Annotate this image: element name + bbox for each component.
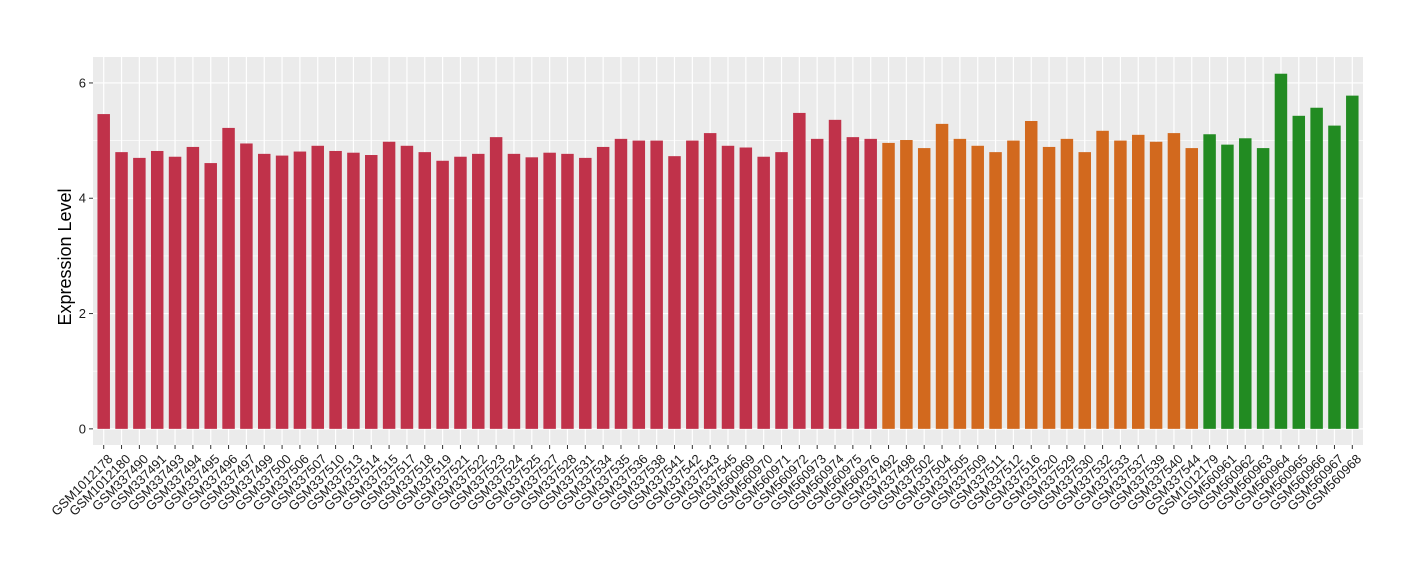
bar-GSM337517 bbox=[400, 145, 414, 429]
bar-GSM337497 bbox=[240, 143, 253, 429]
bar-GSM337510 bbox=[329, 150, 342, 429]
bar-GSM560964 bbox=[1274, 73, 1288, 429]
bar-GSM560966 bbox=[1310, 107, 1323, 429]
bar-GSM337524 bbox=[507, 153, 521, 429]
bar-GSM337492 bbox=[882, 142, 895, 429]
x-axis: GSM1012178GSM1012180GSM337490GSM337491GS… bbox=[48, 445, 1364, 519]
bar-GSM560972 bbox=[793, 112, 806, 429]
bar-GSM560968 bbox=[1346, 95, 1359, 429]
bar-GSM337520 bbox=[1042, 146, 1056, 429]
bar-GSM337515 bbox=[382, 141, 396, 429]
bar-GSM337530 bbox=[1078, 152, 1091, 429]
bar-GSM337504 bbox=[935, 123, 949, 429]
bar-GSM560962 bbox=[1239, 138, 1252, 429]
bar-GSM337545 bbox=[721, 145, 735, 429]
bar-GSM560970 bbox=[757, 156, 770, 429]
bar-GSM337527 bbox=[543, 152, 556, 429]
bars bbox=[97, 73, 1359, 429]
bar-GSM337529 bbox=[1060, 138, 1074, 429]
bar-GSM337509 bbox=[971, 145, 984, 429]
bar-GSM337522 bbox=[472, 153, 485, 429]
bar-GSM337542 bbox=[686, 140, 699, 429]
bar-GSM337537 bbox=[1132, 134, 1145, 429]
bar-GSM337505 bbox=[953, 138, 967, 429]
y-tick-label: 6 bbox=[79, 75, 86, 90]
bar-GSM560963 bbox=[1256, 148, 1270, 429]
bar-GSM337500 bbox=[275, 155, 289, 429]
bar-GSM337490 bbox=[133, 157, 146, 429]
bar-GSM337528 bbox=[561, 153, 574, 429]
bar-GSM560974 bbox=[828, 119, 842, 429]
bar-GSM337518 bbox=[418, 152, 432, 429]
bar-GSM560961 bbox=[1221, 144, 1234, 429]
bar-GSM1012179 bbox=[1203, 134, 1216, 429]
bar-GSM560973 bbox=[810, 138, 824, 429]
bar-GSM337539 bbox=[1149, 141, 1163, 429]
bar-GSM337516 bbox=[1024, 120, 1038, 429]
bar-GSM337491 bbox=[150, 150, 164, 429]
bar-GSM1012180 bbox=[115, 152, 128, 429]
bar-GSM337540 bbox=[1167, 133, 1181, 429]
y-axis: 0 2 4 6 bbox=[79, 75, 93, 436]
bar-GSM337521 bbox=[454, 156, 467, 429]
y-tick-label: 0 bbox=[79, 421, 86, 436]
bar-GSM337543 bbox=[703, 133, 717, 429]
bar-GSM337535 bbox=[614, 138, 628, 429]
bar-GSM337541 bbox=[668, 156, 681, 429]
bar-GSM337496 bbox=[222, 127, 235, 429]
bar-GSM560967 bbox=[1328, 125, 1341, 429]
bar-GSM337511 bbox=[989, 152, 1002, 429]
bar-GSM337525 bbox=[525, 157, 539, 429]
bar-GSM560965 bbox=[1292, 115, 1306, 429]
bar-GSM560976 bbox=[864, 138, 877, 429]
bar-GSM337538 bbox=[650, 140, 663, 429]
y-tick-label: 2 bbox=[79, 306, 86, 321]
bar-GSM337507 bbox=[311, 145, 324, 429]
bar-GSM337498 bbox=[900, 140, 913, 429]
bar-GSM560971 bbox=[775, 152, 788, 429]
bar-GSM337531 bbox=[579, 157, 592, 429]
bar-GSM560975 bbox=[846, 137, 860, 429]
bar-GSM337532 bbox=[1096, 130, 1109, 429]
bar-GSM337519 bbox=[436, 160, 449, 429]
bar-GSM337506 bbox=[293, 151, 307, 429]
bar-GSM337512 bbox=[1007, 140, 1020, 429]
bar-GSM337499 bbox=[257, 153, 271, 429]
bar-GSM337502 bbox=[917, 148, 931, 429]
bar-GSM337533 bbox=[1114, 140, 1127, 429]
bar-GSM337513 bbox=[347, 152, 360, 429]
bar-GSM337494 bbox=[186, 146, 200, 429]
bar-GSM1012178 bbox=[97, 114, 110, 429]
y-tick-label: 4 bbox=[79, 191, 86, 206]
bar-GSM560969 bbox=[739, 147, 753, 429]
bar-GSM337495 bbox=[204, 163, 217, 429]
bar-GSM337544 bbox=[1185, 148, 1199, 429]
bar-GSM337536 bbox=[632, 140, 646, 429]
bar-GSM337493 bbox=[168, 156, 182, 429]
y-axis-title: Expression Level bbox=[55, 188, 75, 325]
bar-GSM337523 bbox=[489, 137, 503, 429]
bar-GSM337534 bbox=[596, 146, 610, 429]
bar-GSM337514 bbox=[365, 155, 378, 429]
